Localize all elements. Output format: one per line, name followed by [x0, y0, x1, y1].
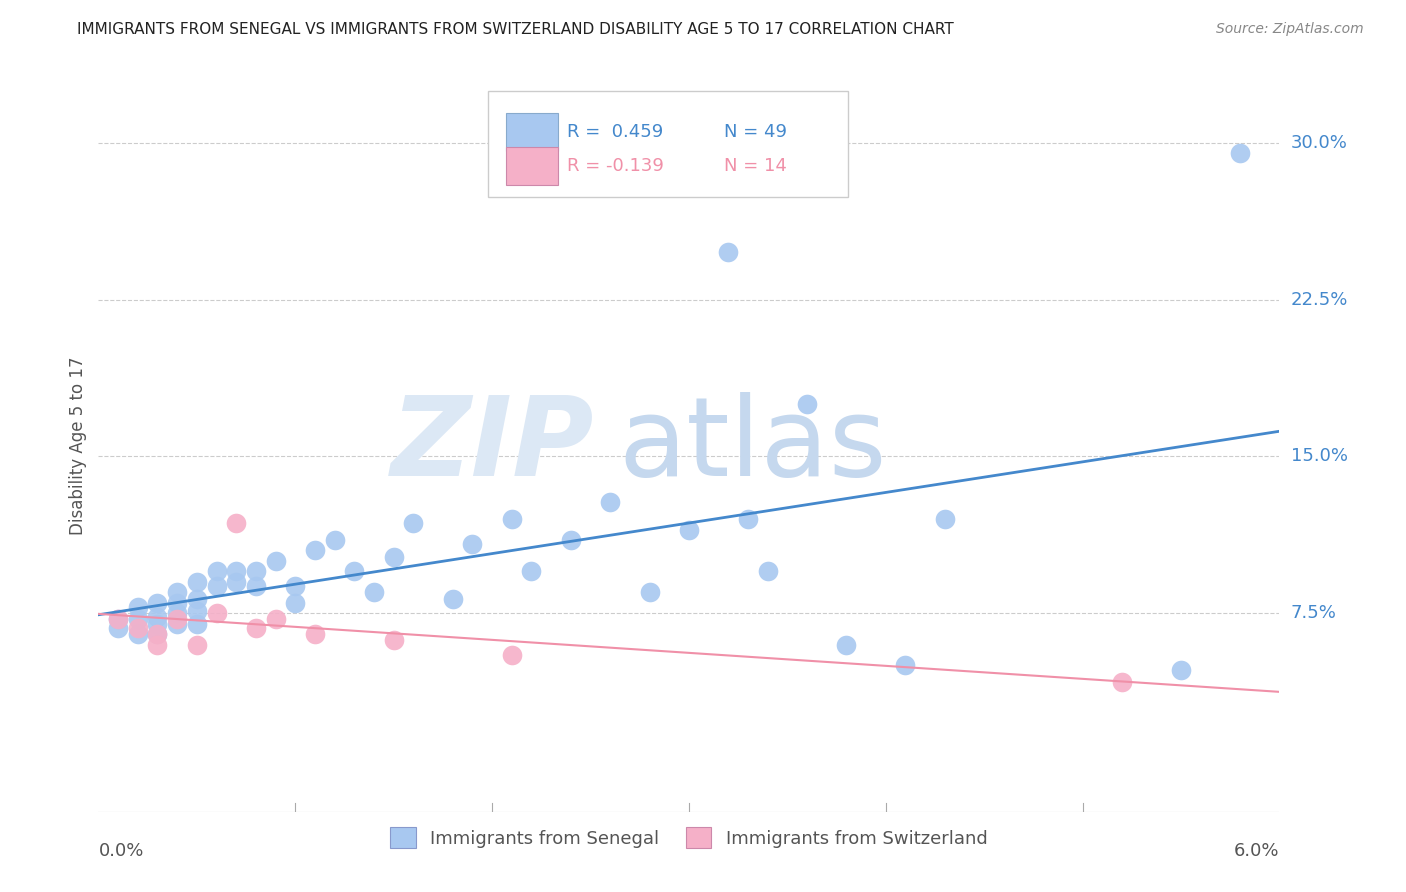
Point [166, 606, 188, 620]
Point [501, 648, 523, 662]
Point [934, 512, 956, 526]
Point [382, 549, 405, 564]
Point [146, 616, 169, 631]
Point [264, 554, 287, 568]
Point [560, 533, 582, 547]
Point [304, 543, 326, 558]
Point [166, 596, 188, 610]
Point [245, 621, 267, 635]
Point [146, 627, 169, 641]
Point [245, 565, 267, 579]
Point [304, 627, 326, 641]
FancyBboxPatch shape [488, 91, 848, 197]
Text: 0.0%: 0.0% [98, 842, 143, 860]
Point [323, 533, 346, 547]
Point [127, 612, 149, 626]
Text: IMMIGRANTS FROM SENEGAL VS IMMIGRANTS FROM SWITZERLAND DISABILITY AGE 5 TO 17 CO: IMMIGRANTS FROM SENEGAL VS IMMIGRANTS FR… [77, 22, 955, 37]
Text: N = 14: N = 14 [724, 157, 787, 175]
Point [146, 610, 169, 624]
Point [1229, 146, 1251, 161]
Point [1111, 675, 1133, 690]
Point [205, 579, 228, 593]
Point [186, 638, 208, 652]
Text: atlas: atlas [619, 392, 887, 500]
Point [225, 574, 247, 589]
Point [225, 565, 247, 579]
Point [402, 516, 425, 531]
Point [146, 627, 169, 641]
Point [107, 621, 129, 635]
Point [225, 516, 247, 531]
Text: R =  0.459: R = 0.459 [567, 123, 664, 142]
Text: 30.0%: 30.0% [1291, 134, 1347, 152]
Text: ZIP: ZIP [391, 392, 595, 500]
Point [284, 579, 307, 593]
Point [1170, 663, 1192, 677]
Point [245, 579, 267, 593]
Point [501, 512, 523, 526]
Point [146, 638, 169, 652]
Point [264, 612, 287, 626]
Point [796, 397, 818, 411]
Point [835, 638, 858, 652]
Point [127, 621, 149, 635]
Text: 22.5%: 22.5% [1291, 291, 1348, 309]
Point [166, 585, 188, 599]
Point [186, 616, 208, 631]
Text: Source: ZipAtlas.com: Source: ZipAtlas.com [1216, 22, 1364, 37]
FancyBboxPatch shape [506, 113, 558, 152]
Point [756, 565, 779, 579]
Point [284, 596, 307, 610]
Point [127, 599, 149, 614]
Point [166, 612, 188, 626]
Point [186, 574, 208, 589]
Point [107, 612, 129, 626]
Point [107, 612, 129, 626]
Point [678, 523, 700, 537]
Point [186, 604, 208, 618]
Y-axis label: Disability Age 5 to 17: Disability Age 5 to 17 [69, 357, 87, 535]
Text: N = 49: N = 49 [724, 123, 787, 142]
Point [599, 495, 621, 509]
Point [638, 585, 661, 599]
Text: 15.0%: 15.0% [1291, 448, 1347, 466]
Point [894, 658, 917, 673]
Point [146, 596, 169, 610]
Point [343, 565, 366, 579]
Point [737, 512, 759, 526]
Point [186, 591, 208, 606]
Point [363, 585, 385, 599]
Point [166, 616, 188, 631]
Point [205, 606, 228, 620]
Point [520, 565, 543, 579]
Text: 7.5%: 7.5% [1291, 604, 1337, 623]
Point [205, 565, 228, 579]
Legend: Immigrants from Senegal, Immigrants from Switzerland: Immigrants from Senegal, Immigrants from… [382, 820, 995, 855]
Point [441, 591, 464, 606]
FancyBboxPatch shape [506, 147, 558, 185]
Point [127, 627, 149, 641]
Point [382, 633, 405, 648]
Text: R = -0.139: R = -0.139 [567, 157, 664, 175]
Text: 6.0%: 6.0% [1234, 842, 1279, 860]
Point [461, 537, 484, 551]
Point [717, 244, 740, 259]
